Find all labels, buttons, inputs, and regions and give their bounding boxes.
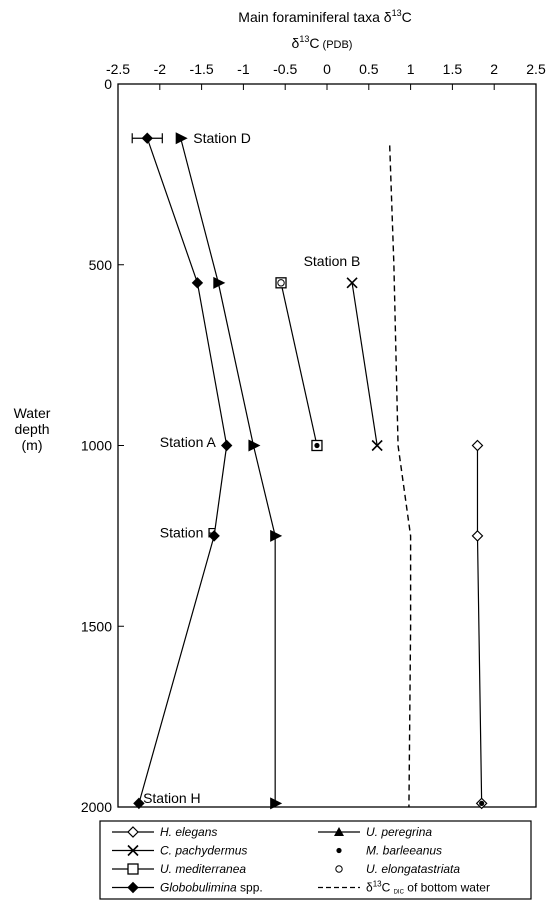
c_pachydermus-line [351, 282, 378, 446]
chart-subtitle: δ13C (PDB) [292, 34, 353, 51]
h_elegans-line [476, 445, 483, 804]
u_mediterranea-line [280, 282, 318, 446]
legend-swatch-marker [336, 847, 342, 854]
y-tick-label: 1500 [81, 618, 112, 634]
legend-label: δ13C DIC of bottom water [366, 880, 490, 896]
chart-title: Main foraminiferal taxa δ13C [238, 8, 411, 25]
legend-label: U. peregrina [366, 825, 432, 839]
legend-swatch-marker [127, 863, 139, 875]
y-tick-label: 0 [104, 76, 112, 92]
legend-swatch-marker [334, 827, 344, 836]
legend-label: H. elegans [160, 825, 217, 839]
y-tick-label: 1000 [81, 438, 112, 454]
x-tick-label: 0.5 [359, 61, 379, 77]
x-tick-label: -2 [154, 61, 167, 77]
x-tick-label: -2.5 [106, 61, 130, 77]
y-axis-label: depth [14, 421, 49, 437]
globobulimina-point [141, 132, 153, 144]
station-label: Station H [143, 790, 201, 806]
x-tick-label: 2.5 [526, 61, 546, 77]
legend-label: M. barleeanus [366, 844, 442, 858]
globobulimina-point [208, 530, 220, 542]
m_barleeanus-point [479, 800, 485, 806]
station-label: Station A [160, 434, 217, 450]
x-tick-label: 1 [407, 61, 415, 77]
x-tick-label: -1.5 [190, 61, 214, 77]
u_peregrina-point [175, 132, 188, 145]
legend-label: C. pachydermus [160, 844, 247, 858]
legend-swatch-marker [127, 826, 139, 838]
globobulimina-point [133, 797, 145, 810]
u_elongatastriata-point [277, 279, 285, 287]
h_elegans-point [471, 530, 484, 542]
x-tick-label: -1 [237, 61, 250, 77]
x-tick-label: 0 [323, 61, 331, 77]
station-label: Station B [304, 253, 361, 269]
x-tick-label: -0.5 [273, 61, 297, 77]
station-label: Station D [193, 130, 251, 146]
u_peregrina-point [213, 276, 226, 289]
c_pachydermus-point [371, 439, 383, 452]
legend-swatch-marker [127, 881, 139, 894]
legend-label: Globobulimina spp. [160, 881, 263, 895]
y-axis-label: (m) [22, 437, 43, 453]
d13c_bottom_water-line [389, 145, 412, 808]
c_pachydermus-point [346, 277, 358, 289]
u_elongatastriata-point [193, 279, 202, 287]
u_mediterranea-point [275, 277, 287, 289]
legend-box [99, 820, 532, 900]
y-tick-label: 2000 [81, 799, 112, 815]
x-tick-label: 2 [490, 61, 498, 77]
y-tick-label: 500 [89, 257, 113, 273]
x-tick-label: 1.5 [443, 61, 463, 77]
m_barleeanus-point [314, 442, 320, 449]
u_peregrina-point [248, 439, 261, 452]
station-label: Station F [160, 524, 216, 540]
legend-swatch-marker [127, 844, 139, 857]
legend-label: U. elongatastriata [366, 862, 460, 876]
globobulimina-line [138, 138, 228, 804]
u_peregrina-point [270, 529, 283, 542]
legend-swatch-marker [335, 865, 343, 873]
globobulimina-point [220, 439, 233, 452]
h_elegans-point [471, 439, 484, 452]
y-axis-label: Water [14, 405, 51, 421]
u_peregrina-point [270, 797, 283, 810]
u_peregrina-line [180, 138, 276, 804]
legend-label: U. mediterranea [160, 862, 246, 876]
